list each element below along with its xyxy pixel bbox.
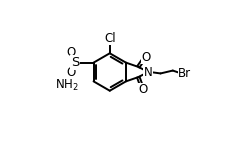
Text: O: O	[142, 51, 151, 64]
Text: Cl: Cl	[104, 32, 116, 45]
Text: O: O	[138, 83, 147, 96]
Text: S: S	[71, 56, 79, 69]
Text: O: O	[66, 46, 75, 59]
Text: O: O	[66, 66, 75, 79]
Text: Br: Br	[178, 67, 191, 80]
Text: NH$_2$: NH$_2$	[55, 77, 79, 93]
Text: N: N	[144, 66, 153, 78]
